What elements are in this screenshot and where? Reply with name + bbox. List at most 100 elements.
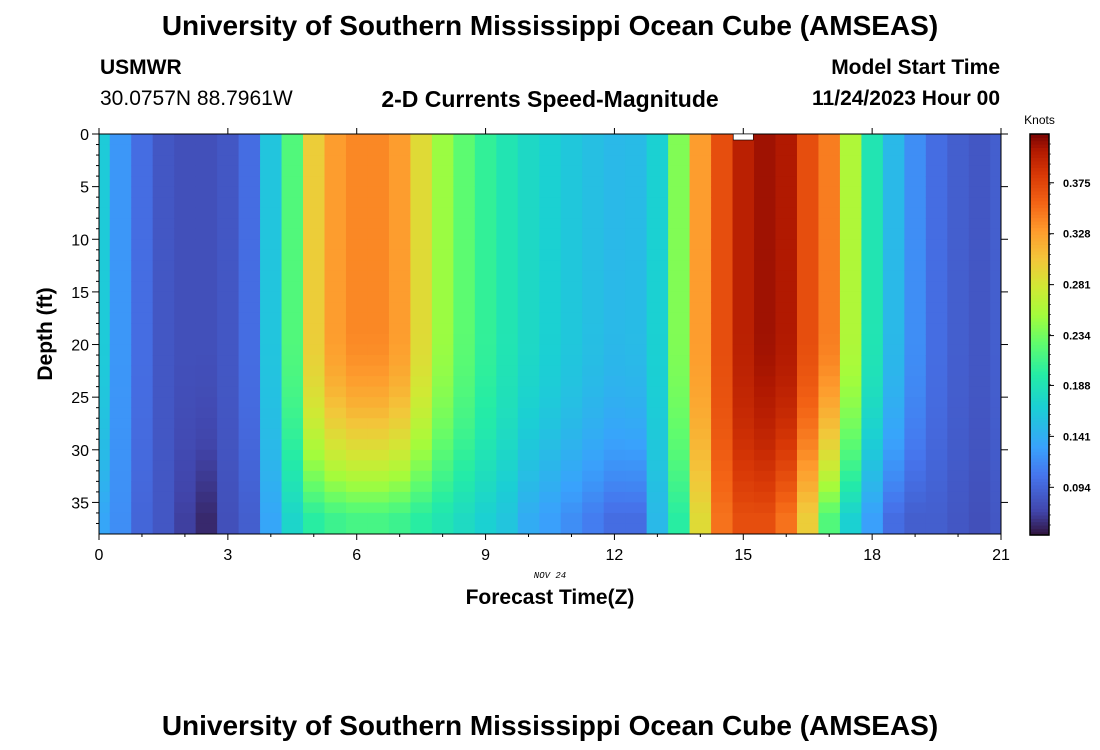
heatmap-cell xyxy=(775,397,798,409)
heatmap-cell xyxy=(195,197,218,209)
heatmap-cell xyxy=(646,460,669,472)
heatmap-cell xyxy=(345,165,368,177)
heatmap-cell xyxy=(195,449,218,461)
heatmap-cell xyxy=(603,176,626,188)
heatmap-cell xyxy=(431,176,454,188)
heatmap-cell xyxy=(818,228,841,240)
heatmap-cell xyxy=(388,470,411,482)
heatmap-cell xyxy=(582,165,605,177)
heatmap-cell xyxy=(990,407,1002,419)
heatmap-cell xyxy=(560,270,583,282)
heatmap-cell xyxy=(174,218,197,230)
heatmap-cell xyxy=(689,312,712,324)
heatmap-cell xyxy=(474,460,497,472)
heatmap-cell xyxy=(646,512,669,524)
heatmap-cell xyxy=(882,365,905,377)
colorbar-segment xyxy=(1030,214,1049,219)
heatmap-cell xyxy=(496,270,519,282)
colorbar-tick-label: 0.188 xyxy=(1063,380,1091,392)
heatmap-cell xyxy=(303,270,325,282)
heatmap-cell xyxy=(539,312,562,324)
heatmap-cell xyxy=(582,386,605,398)
heatmap-cell xyxy=(711,165,734,177)
heatmap-cell xyxy=(818,134,841,146)
colorbar-segment xyxy=(1030,504,1049,509)
heatmap-cell xyxy=(603,186,626,198)
heatmap-cell xyxy=(238,470,261,482)
heatmap-cell xyxy=(539,502,562,514)
heatmap-cell xyxy=(775,376,798,388)
heatmap-cell xyxy=(646,134,669,146)
heatmap-cell xyxy=(904,260,927,272)
heatmap-cell xyxy=(968,186,991,198)
heatmap-cell xyxy=(388,239,411,251)
heatmap-cell xyxy=(195,376,218,388)
heatmap-cell xyxy=(152,155,175,167)
heatmap-cell xyxy=(732,239,755,251)
heatmap-cell xyxy=(174,334,197,346)
y-axis-label: Depth (ft) xyxy=(34,287,57,380)
heatmap-cell xyxy=(689,302,712,314)
heatmap-cell xyxy=(775,155,798,167)
heatmap-cell xyxy=(775,418,798,430)
heatmap-cell xyxy=(217,344,240,356)
heatmap-cell xyxy=(925,428,948,440)
heatmap-cell xyxy=(625,512,648,524)
heatmap-cell xyxy=(882,302,905,314)
heatmap-cell xyxy=(131,481,154,493)
heatmap-cell xyxy=(796,439,819,451)
heatmap-cell xyxy=(474,207,497,219)
heatmap-cell xyxy=(303,155,325,167)
y-tick-label: 15 xyxy=(71,285,89,302)
heatmap-cell xyxy=(861,281,884,293)
heatmap-cell xyxy=(560,312,583,324)
heatmap-cell xyxy=(711,155,734,167)
heatmap-cell xyxy=(882,176,905,188)
heatmap-cell xyxy=(582,207,605,219)
heatmap-cell xyxy=(345,355,368,367)
heatmap-cell xyxy=(474,239,497,251)
heatmap-cell xyxy=(732,512,755,524)
heatmap-cell xyxy=(882,134,905,146)
heatmap-cell xyxy=(260,460,283,472)
heatmap-cell xyxy=(968,407,991,419)
heatmap-cell xyxy=(367,186,390,198)
heatmap-cell xyxy=(882,281,905,293)
heatmap-cell xyxy=(99,228,111,240)
heatmap-cell xyxy=(388,397,411,409)
heatmap-cell xyxy=(367,291,390,303)
heatmap-cell xyxy=(990,144,1002,156)
heatmap-cell xyxy=(560,481,583,493)
heatmap-cell xyxy=(646,491,669,503)
heatmap-cell xyxy=(174,176,197,188)
heatmap-cell xyxy=(517,165,540,177)
colorbar-segment xyxy=(1030,347,1049,352)
heatmap-cell xyxy=(904,144,927,156)
heatmap-cell xyxy=(217,197,240,209)
heatmap-cell xyxy=(947,176,970,188)
heatmap-cell xyxy=(496,144,519,156)
heatmap-cell xyxy=(947,491,970,503)
heatmap-cell xyxy=(882,418,905,430)
heatmap-cell xyxy=(625,239,648,251)
heatmap-cell xyxy=(625,207,648,219)
heatmap-cell xyxy=(625,302,648,314)
heatmap-cell xyxy=(431,249,454,261)
heatmap-cell xyxy=(99,386,111,398)
heatmap-cell xyxy=(925,270,948,282)
heatmap-cell xyxy=(968,176,991,188)
heatmap-cell xyxy=(174,386,197,398)
heatmap-cell xyxy=(99,376,111,388)
heatmap-cell xyxy=(131,418,154,430)
heatmap-cell xyxy=(625,481,648,493)
heatmap-cell xyxy=(818,460,841,472)
heatmap-cell xyxy=(496,228,519,240)
heatmap-cell xyxy=(345,481,368,493)
heatmap-cell xyxy=(796,249,819,261)
heatmap-cell xyxy=(453,291,476,303)
heatmap-cell xyxy=(603,386,626,398)
heatmap-cell xyxy=(410,491,433,503)
heatmap-cell xyxy=(711,386,734,398)
heatmap-cell xyxy=(131,460,154,472)
heatmap-cell xyxy=(839,207,862,219)
